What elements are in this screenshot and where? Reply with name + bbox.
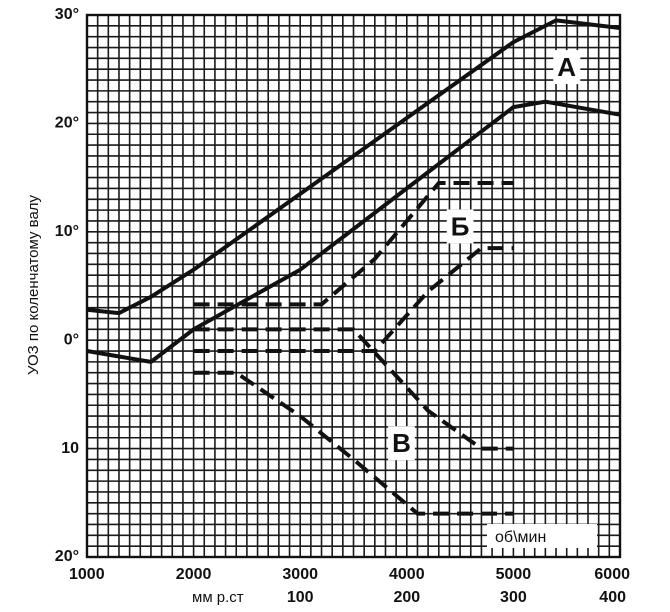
x-axis-label: мм р.ст: [192, 589, 244, 606]
annotation-group: А Б В: [388, 50, 581, 461]
curve-label: А: [557, 52, 576, 82]
pressure-tick-label: 400: [599, 589, 626, 606]
curve-label-background: [553, 50, 581, 85]
series-line-Б: [193, 246, 514, 353]
curve-label: Б: [451, 211, 470, 241]
series-line-Б: [193, 181, 514, 307]
pressure-tick-label: 300: [500, 589, 527, 606]
y-tick-label: 20°: [55, 548, 79, 565]
y-tick-label: 10: [61, 440, 79, 457]
pressure-tick-label: 100: [287, 589, 314, 606]
y-tick-label: 20°: [55, 115, 79, 132]
y-axis-label: УОЗ по коленчатому валу: [25, 194, 42, 375]
plot-frame: [85, 13, 622, 559]
y-axis: 30° 20° 10° 0° 10 20°: [55, 6, 79, 565]
x-tick-label: 3000: [282, 566, 318, 583]
y-tick-label: 30°: [55, 6, 79, 23]
grid: [87, 15, 620, 557]
x-axis: 1000 2000 3000 4000 5000 6000: [69, 566, 630, 583]
curve-label-background: [446, 209, 474, 244]
series-line-А: [86, 18, 621, 316]
pressure-tick-label: 200: [393, 589, 420, 606]
x-tick-label: 4000: [389, 566, 425, 583]
x-tick-label: 6000: [594, 566, 630, 583]
unit-label-background: [487, 524, 597, 548]
y-tick-label: 10°: [55, 223, 79, 240]
x-tick-label: 2000: [176, 566, 212, 583]
x-unit-label: об\мин: [495, 529, 546, 546]
curve-label-background: [388, 426, 415, 461]
series-line-А: [86, 99, 621, 364]
y-tick-label: 0°: [64, 331, 79, 348]
series-line-В: [193, 327, 514, 451]
series-group: [86, 18, 621, 516]
x-tick-label: 1000: [69, 566, 105, 583]
curve-label: В: [392, 428, 411, 458]
series-line-В: [193, 370, 514, 516]
x-tick-label: 5000: [496, 566, 532, 583]
pressure-axis: 100 200 300 400: [287, 589, 626, 606]
